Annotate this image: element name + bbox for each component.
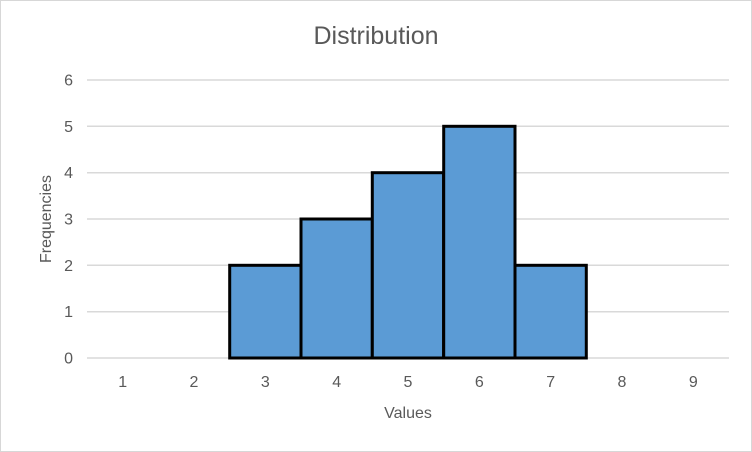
bar [299, 217, 374, 360]
y-tick-label: 6 [64, 73, 73, 90]
bar [228, 263, 303, 360]
bar [442, 124, 517, 360]
x-axis-title: Values [384, 405, 432, 422]
x-tick-label: 5 [404, 374, 413, 391]
y-tick-label: 3 [64, 212, 73, 229]
x-tick-label: 1 [118, 374, 127, 391]
y-tick-label: 4 [64, 165, 73, 182]
x-tick-label: 8 [618, 374, 627, 391]
x-tick-label: 2 [190, 374, 199, 391]
bar [513, 263, 588, 360]
x-tick-label: 6 [475, 374, 484, 391]
y-tick-label: 5 [64, 119, 73, 136]
y-tick-label: 1 [64, 304, 73, 321]
x-tick-label: 7 [546, 374, 555, 391]
x-tick-label: 9 [689, 374, 698, 391]
x-tick-label: 4 [332, 374, 341, 391]
y-tick-label: 2 [64, 258, 73, 275]
bar [370, 171, 446, 360]
chart-title: Distribution [313, 22, 439, 50]
y-tick-label: 0 [64, 351, 73, 368]
x-tick-label: 3 [261, 374, 270, 391]
y-axis-title: Frequencies [38, 174, 55, 264]
